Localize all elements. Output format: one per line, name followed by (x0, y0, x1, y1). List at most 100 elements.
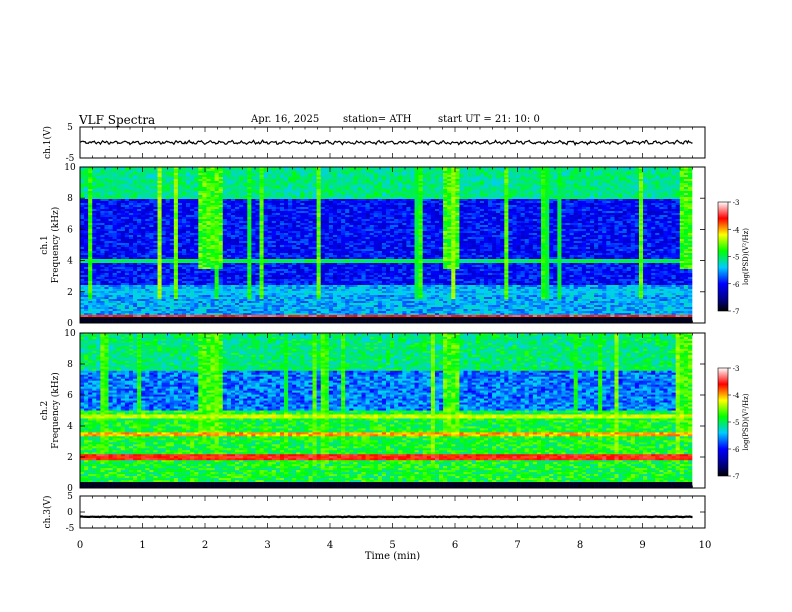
spectrogram-cell (149, 265, 154, 268)
spectrogram-cell (255, 289, 260, 292)
spectrogram-cell (124, 263, 130, 266)
spectrogram-cell (288, 187, 293, 190)
station-label: station= ATH (343, 114, 411, 125)
spectrogram-cell (124, 315, 130, 318)
spectrogram-cell (328, 187, 334, 190)
spectrogram-cell (182, 237, 187, 240)
spectrogram-cell (292, 265, 297, 268)
spectrogram-cell (214, 269, 220, 272)
spectrogram-cell (190, 197, 195, 200)
spectrogram-cell (271, 241, 277, 244)
spectrogram-cell (235, 259, 240, 262)
spectrogram-cell (165, 227, 171, 230)
spectrogram-cell (304, 189, 309, 192)
spectrogram-cell (255, 203, 260, 206)
spectrogram-cell (100, 183, 105, 186)
spectrogram-cell (112, 289, 118, 292)
spectrogram-cell (96, 253, 101, 256)
spectrogram-cell (300, 261, 305, 264)
spectrogram-cell (202, 225, 207, 228)
spectrogram-cell (194, 293, 199, 296)
spectrogram-cell (255, 297, 260, 300)
spectrogram-cell (84, 257, 89, 260)
spectrogram-cell (202, 199, 207, 202)
spectrogram-cell (206, 275, 211, 278)
spectrogram-cell (173, 315, 179, 318)
spectrogram-cell (320, 269, 326, 272)
spectrogram-cell (279, 289, 285, 292)
spectrogram-cell (271, 227, 277, 230)
spectrogram-cell (96, 231, 101, 234)
spectrogram-cell (137, 171, 142, 174)
spectrogram-cell (288, 311, 293, 314)
spectrogram-cell (88, 181, 93, 184)
spectrogram-cell (128, 277, 134, 280)
spectrogram-cell (104, 227, 109, 230)
spectrogram-cell (275, 207, 281, 210)
spectrogram-cell (259, 207, 264, 210)
spectrogram-cell (324, 221, 330, 224)
spectrogram-cell (145, 193, 150, 196)
spectrogram-cell (222, 199, 228, 202)
spectrogram-cell (255, 275, 260, 278)
spectrogram-cell (186, 291, 191, 294)
spectrogram-cell (177, 251, 183, 254)
spectrogram-cell (128, 315, 134, 318)
spectrogram-cell (259, 237, 264, 240)
spectrogram-cell (128, 253, 134, 256)
spectrogram-cell (218, 305, 224, 308)
spectrogram-cell (108, 281, 113, 284)
spectrogram-cell (108, 217, 113, 220)
spectrogram-cell (173, 297, 179, 300)
spectrogram-cell (169, 295, 175, 298)
spectrogram-cell (141, 249, 146, 252)
spectrogram-cell (218, 271, 224, 274)
spectrogram-cell (112, 181, 118, 184)
spectrogram-cell (214, 201, 220, 204)
spectrogram-cell (104, 185, 109, 188)
spectrogram-cell (312, 261, 317, 264)
spectrogram-cell (190, 181, 195, 184)
spectrogram-cell (96, 267, 101, 270)
spectrogram-cell (218, 217, 224, 220)
spectrogram-cell (312, 181, 317, 184)
spectrogram-cell (292, 321, 297, 324)
spectrogram-cell (100, 247, 105, 250)
spectrogram-cell (312, 223, 317, 226)
spectrogram-cell (104, 255, 109, 258)
spectrogram-cell (320, 205, 326, 208)
spectrogram-cell (210, 287, 215, 290)
spectrogram-cell (312, 277, 317, 280)
spectrogram-cell (255, 295, 260, 298)
spectrogram-cell (210, 197, 215, 200)
spectrogram-cell (173, 239, 179, 242)
spectrogram-cell (263, 277, 268, 280)
spectrogram-cell (112, 207, 118, 210)
spectrogram-cell (120, 203, 126, 206)
spectrogram-cell (149, 255, 154, 258)
spectrogram-cell (300, 235, 305, 238)
spectrogram-cell (186, 315, 191, 318)
spectrogram-cell (218, 321, 224, 324)
spectrogram-cell (222, 271, 228, 274)
spectrogram-cell (194, 225, 199, 228)
spectrogram-cell (190, 269, 195, 272)
spectrogram-cell (312, 309, 317, 312)
spectrogram-cell (124, 169, 130, 172)
spectrogram-cell (316, 301, 322, 304)
spectrogram-cell (304, 303, 309, 306)
spectrogram-cell (288, 279, 293, 282)
spectrogram-cell (161, 253, 166, 256)
spectrogram-cell (271, 307, 277, 310)
spectrogram-cell (92, 285, 97, 288)
spectrogram-cell (210, 211, 215, 214)
spectrogram-cell (194, 255, 199, 258)
spectrogram-cell (210, 183, 215, 186)
spectrogram-cell (243, 181, 248, 184)
spectrogram-cell (324, 225, 330, 228)
spectrogram-cell (149, 307, 154, 310)
spectrogram-cell (292, 225, 297, 228)
spectrogram-cell (304, 199, 309, 202)
spectrogram-cell (173, 293, 179, 296)
spectrogram-cell (182, 271, 187, 274)
